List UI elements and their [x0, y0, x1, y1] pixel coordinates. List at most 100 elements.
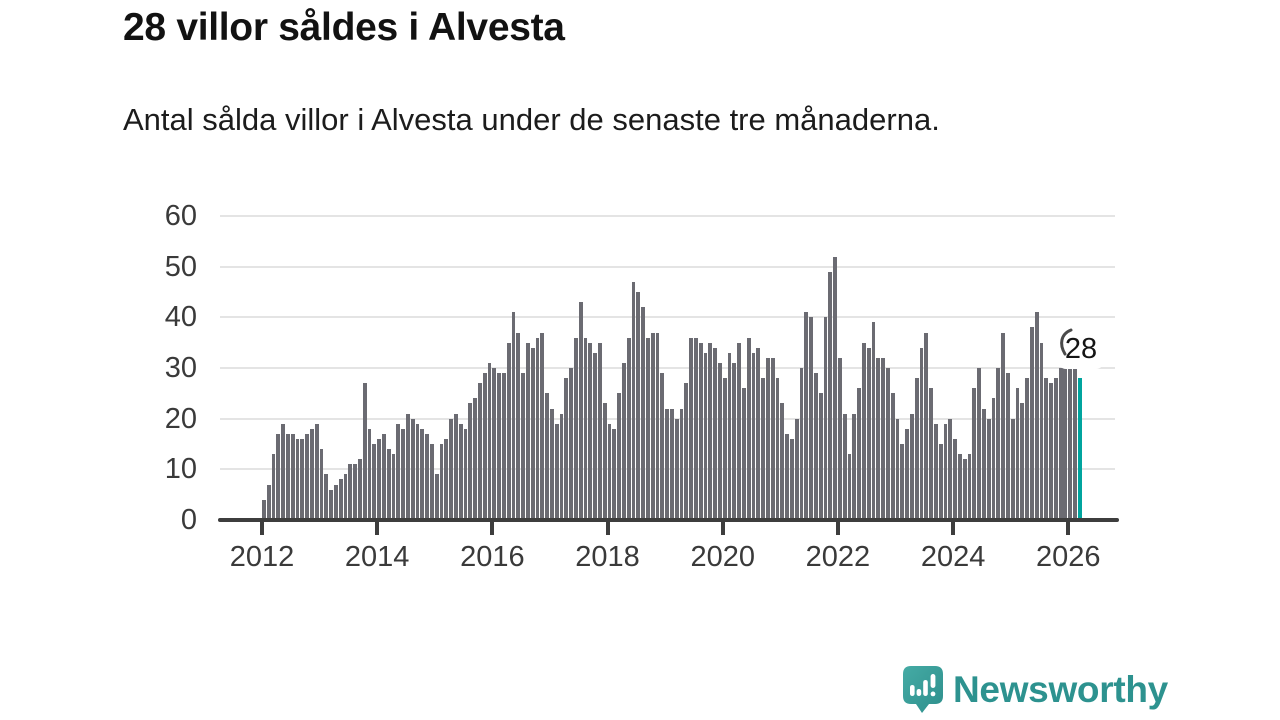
bar — [506, 342, 511, 520]
bar — [482, 373, 487, 520]
bar — [775, 378, 780, 520]
bar — [300, 438, 305, 520]
bar — [813, 373, 818, 520]
newsworthy-bubble-icon — [903, 666, 943, 713]
bar — [737, 342, 742, 520]
gridline-60 — [220, 215, 1115, 217]
bar — [487, 362, 492, 520]
bar — [957, 454, 962, 520]
bar — [871, 322, 876, 520]
bar — [386, 449, 391, 520]
bar — [857, 388, 862, 520]
bar — [525, 342, 530, 520]
bar — [972, 388, 977, 520]
bar — [885, 368, 890, 520]
x-axis-tick-2026 — [1066, 518, 1071, 535]
bar — [477, 383, 482, 520]
bar — [1044, 378, 1049, 520]
bar — [357, 459, 362, 520]
bar — [660, 373, 665, 520]
bar — [1039, 342, 1044, 520]
y-axis-label-0: 0 — [180, 504, 197, 536]
bar — [756, 347, 761, 520]
y-axis-label-30: 30 — [164, 352, 197, 384]
bar — [746, 337, 751, 520]
bar — [545, 393, 550, 520]
x-axis-tick-2014 — [375, 518, 380, 535]
bar — [381, 433, 386, 520]
bar — [789, 438, 794, 520]
bar — [967, 454, 972, 520]
bar — [866, 347, 871, 520]
bar — [761, 378, 766, 520]
bar — [439, 444, 444, 520]
bar — [996, 368, 1001, 520]
bar — [1029, 327, 1034, 520]
bar — [693, 337, 698, 520]
bar — [1058, 368, 1063, 520]
bar — [559, 413, 564, 520]
bar — [665, 408, 670, 520]
bar — [549, 408, 554, 520]
bar — [593, 352, 598, 520]
bar — [458, 423, 463, 520]
bar — [780, 403, 785, 520]
bar — [1049, 383, 1053, 520]
x-axis-label-2014: 2014 — [344, 541, 410, 573]
bar — [1068, 368, 1073, 520]
bar — [511, 312, 516, 520]
bar — [348, 464, 353, 520]
bar — [530, 347, 535, 520]
bar — [674, 418, 679, 520]
bar — [473, 398, 478, 520]
last-value-callout: 28 — [1057, 331, 1105, 370]
newsworthy-logo-text: Newsworthy — [953, 669, 1168, 710]
bar — [305, 433, 310, 520]
bar — [391, 454, 396, 520]
bar — [501, 373, 506, 520]
bar — [751, 352, 756, 520]
bar — [578, 302, 583, 520]
y-axis-label-50: 50 — [164, 250, 197, 283]
bar — [1073, 362, 1077, 520]
bar — [324, 474, 329, 520]
bar — [645, 337, 650, 520]
bar — [823, 317, 828, 520]
bar — [621, 362, 626, 520]
x-axis-tick-2012 — [260, 518, 264, 535]
bar — [655, 332, 660, 520]
bar — [353, 464, 358, 520]
bar — [449, 418, 454, 520]
bar — [986, 418, 991, 520]
x-axis-label-2022: 2022 — [805, 541, 871, 573]
bar — [900, 444, 905, 520]
bar — [1034, 312, 1039, 520]
bar — [717, 362, 722, 520]
bar — [962, 459, 967, 520]
bar — [396, 423, 401, 520]
bar — [607, 423, 612, 520]
bar — [333, 484, 338, 520]
bar — [881, 357, 885, 520]
bar — [938, 444, 943, 520]
bar — [276, 433, 281, 520]
bar — [1020, 403, 1025, 520]
bar — [444, 438, 449, 520]
bar — [833, 256, 838, 520]
bar — [583, 337, 588, 520]
y-axis-label-60: 60 — [164, 200, 197, 232]
bar — [521, 373, 526, 520]
bar — [1001, 332, 1005, 520]
bar — [617, 393, 622, 520]
y-axis-label-10: 10 — [164, 453, 197, 486]
bar — [1015, 388, 1020, 520]
bar — [262, 499, 266, 520]
bar — [914, 378, 919, 520]
bar — [429, 444, 434, 520]
bar — [794, 418, 799, 520]
bar — [770, 357, 775, 520]
bar — [1063, 368, 1068, 520]
bar — [948, 418, 953, 520]
